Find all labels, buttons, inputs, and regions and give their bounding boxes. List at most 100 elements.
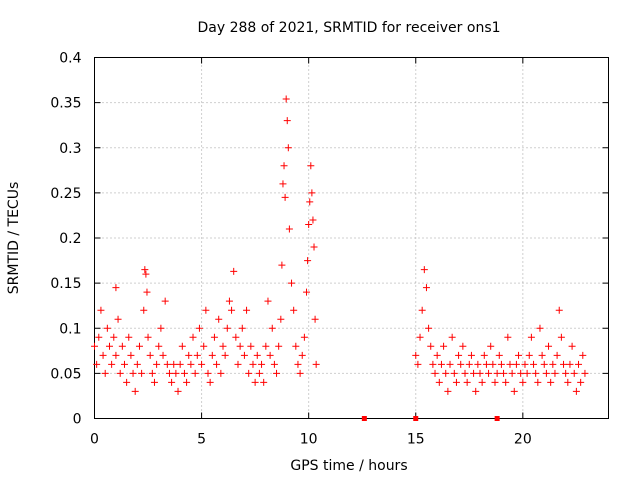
data-point bbox=[455, 351, 463, 359]
data-point bbox=[191, 369, 199, 377]
data-point bbox=[215, 315, 223, 323]
data-point bbox=[581, 369, 589, 377]
data-point bbox=[493, 369, 501, 377]
data-point bbox=[243, 306, 251, 314]
data-point bbox=[157, 324, 165, 332]
data-point bbox=[236, 342, 244, 350]
data-point bbox=[273, 369, 281, 377]
data-point bbox=[575, 360, 583, 368]
x-tick-labels: 0 5 10 15 20 bbox=[90, 432, 532, 448]
data-point bbox=[508, 369, 516, 377]
data-point bbox=[463, 378, 471, 386]
data-point bbox=[195, 324, 203, 332]
data-point bbox=[294, 360, 302, 368]
data-point bbox=[202, 306, 210, 314]
y-axis-label: SRMTID / TECUs bbox=[6, 182, 22, 295]
data-point bbox=[568, 342, 576, 350]
data-point bbox=[304, 257, 312, 265]
data-point bbox=[510, 387, 518, 395]
data-point bbox=[112, 284, 120, 292]
data-point bbox=[530, 360, 538, 368]
data-point bbox=[142, 270, 150, 278]
data-point bbox=[247, 342, 255, 350]
data-point bbox=[579, 351, 587, 359]
data-point bbox=[497, 360, 505, 368]
data-point bbox=[506, 360, 514, 368]
data-point bbox=[306, 198, 314, 206]
data-point bbox=[131, 387, 139, 395]
data-point bbox=[240, 351, 248, 359]
data-point bbox=[572, 387, 580, 395]
data-point bbox=[311, 315, 319, 323]
data-point bbox=[427, 342, 435, 350]
data-point bbox=[143, 288, 151, 296]
data-point bbox=[174, 387, 182, 395]
data-point bbox=[282, 95, 290, 103]
chart-title: Day 288 of 2021, SRMTID for receiver ons… bbox=[197, 20, 500, 36]
data-point bbox=[266, 351, 274, 359]
y-tick-label: 0 bbox=[73, 412, 82, 428]
zero-gap-marker bbox=[361, 416, 367, 421]
data-point bbox=[99, 351, 107, 359]
data-point bbox=[210, 333, 218, 341]
data-point bbox=[135, 342, 143, 350]
data-point bbox=[523, 369, 531, 377]
data-point bbox=[170, 360, 178, 368]
zero-gap-marker bbox=[494, 416, 500, 421]
data-point bbox=[153, 360, 161, 368]
data-point bbox=[461, 369, 469, 377]
x-tick-label: 5 bbox=[197, 432, 206, 448]
data-point bbox=[414, 360, 422, 368]
data-point bbox=[120, 360, 128, 368]
data-point bbox=[300, 333, 308, 341]
data-point bbox=[303, 288, 311, 296]
data-point bbox=[448, 333, 456, 341]
data-point bbox=[489, 360, 497, 368]
data-point bbox=[264, 297, 272, 305]
grid-lines bbox=[94, 57, 609, 419]
y-tick-label: 0.2 bbox=[59, 231, 81, 247]
data-point bbox=[110, 333, 118, 341]
data-point bbox=[512, 360, 520, 368]
data-point bbox=[127, 351, 135, 359]
data-point bbox=[450, 369, 458, 377]
data-point bbox=[161, 297, 169, 305]
data-point bbox=[457, 360, 465, 368]
data-point bbox=[435, 378, 443, 386]
data-point bbox=[189, 333, 197, 341]
data-point bbox=[108, 360, 116, 368]
data-point bbox=[112, 351, 120, 359]
plot-frame bbox=[94, 57, 609, 419]
data-point bbox=[275, 342, 283, 350]
data-point bbox=[416, 333, 424, 341]
data-point bbox=[225, 297, 233, 305]
data-point bbox=[217, 369, 225, 377]
data-point bbox=[433, 351, 441, 359]
y-tick-label: 0.35 bbox=[50, 96, 81, 112]
data-point bbox=[245, 369, 253, 377]
data-point bbox=[232, 333, 240, 341]
data-point bbox=[284, 144, 292, 152]
data-point bbox=[258, 360, 266, 368]
data-point bbox=[538, 351, 546, 359]
data-point bbox=[485, 369, 493, 377]
x-axis-label: GPS time / hours bbox=[290, 458, 407, 474]
data-point bbox=[253, 351, 261, 359]
data-point bbox=[249, 360, 257, 368]
data-point bbox=[502, 378, 510, 386]
data-point bbox=[238, 324, 246, 332]
data-point bbox=[278, 261, 286, 269]
data-point bbox=[168, 378, 176, 386]
data-point bbox=[549, 360, 557, 368]
x-tick-label: 15 bbox=[407, 432, 425, 448]
data-point bbox=[555, 306, 563, 314]
data-point bbox=[570, 369, 578, 377]
data-point bbox=[187, 360, 195, 368]
data-point bbox=[482, 360, 490, 368]
data-point bbox=[114, 315, 122, 323]
y-tick-label: 0.15 bbox=[50, 276, 81, 292]
data-point bbox=[155, 342, 163, 350]
data-point bbox=[480, 351, 488, 359]
data-point bbox=[504, 333, 512, 341]
data-point bbox=[540, 360, 548, 368]
